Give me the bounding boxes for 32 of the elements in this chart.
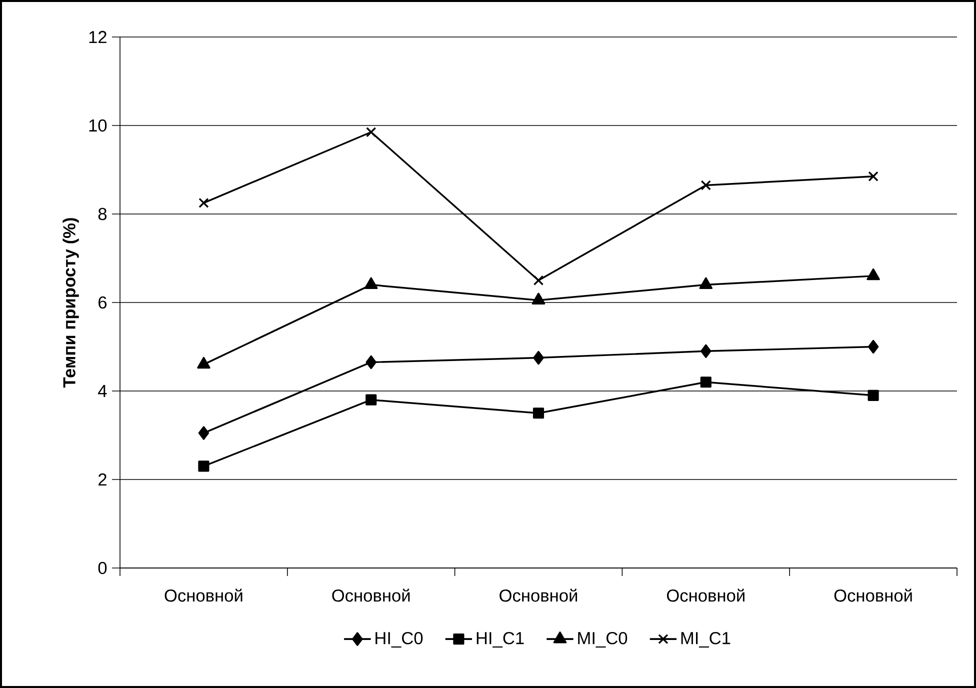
point [700, 180, 712, 190]
x-tick-label: Основной [666, 588, 744, 602]
point [868, 390, 879, 401]
y-tick-label: 2 [98, 473, 106, 486]
legend-label: MI_C0 [578, 632, 628, 648]
x-tick-label: Основной [834, 588, 912, 602]
y-tick-label: 8 [98, 208, 107, 220]
y-tick-label: 6 [98, 296, 107, 309]
legend-label: HI_C1 [476, 632, 524, 648]
point [366, 355, 376, 370]
x-tick-label: Основной [332, 588, 410, 602]
point [366, 394, 377, 406]
point [198, 198, 209, 208]
point [868, 340, 879, 354]
point [700, 344, 712, 358]
point [533, 350, 544, 365]
y-tick-label: 12 [89, 30, 106, 44]
x-tick-label: Основной [500, 588, 578, 602]
y-axis-title: Темпи приросту (%) [62, 218, 79, 388]
x-tick-label: Основной [164, 588, 242, 602]
point [532, 408, 544, 419]
legend-label: HI_C0 [376, 632, 423, 648]
y-tick-label: 0 [98, 562, 107, 574]
y-tick-label: 10 [89, 119, 107, 132]
point [366, 127, 376, 138]
legend-label: MI_C1 [681, 632, 730, 648]
point [868, 171, 878, 182]
y-tick-label: 4 [98, 385, 107, 397]
point [198, 460, 210, 472]
point [700, 376, 712, 388]
point [533, 275, 544, 286]
point [198, 426, 210, 440]
